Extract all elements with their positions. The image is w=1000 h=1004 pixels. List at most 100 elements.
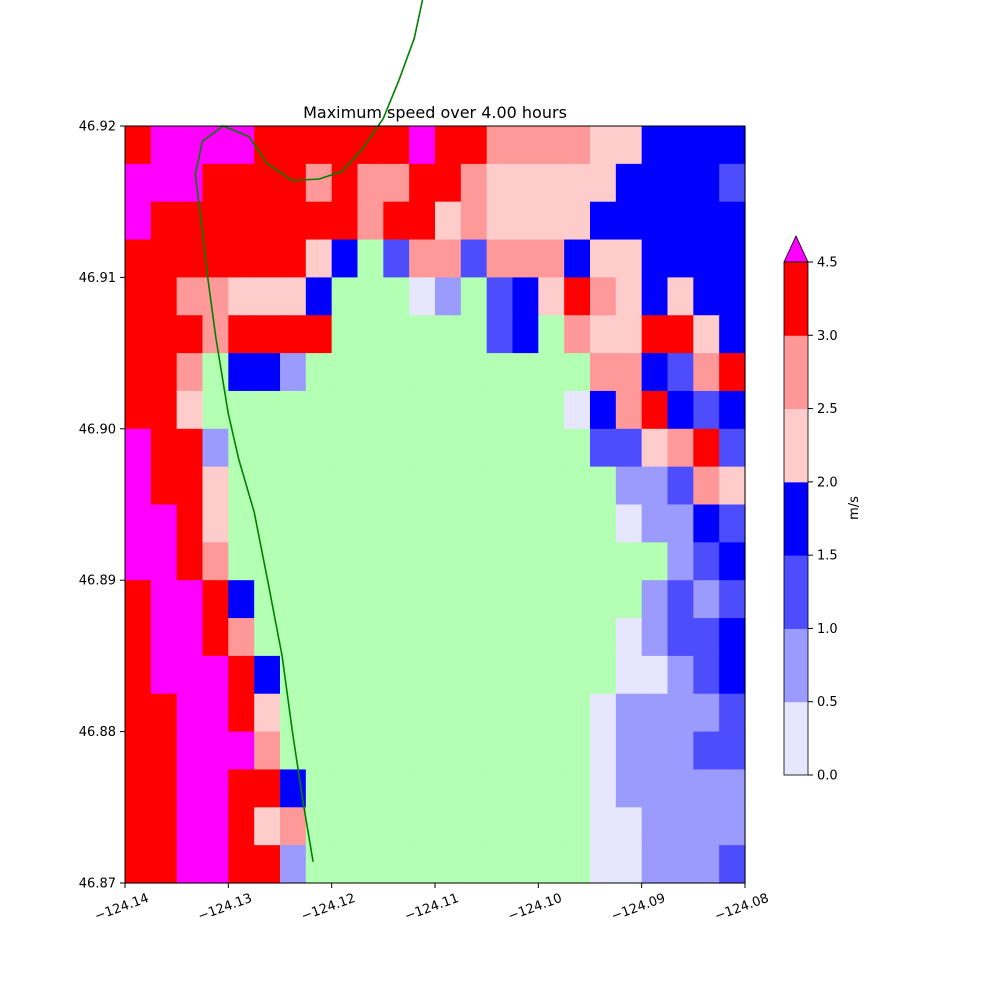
heatmap-cell [460,542,488,581]
heatmap-cell [228,315,255,354]
heatmap-cell [150,163,178,203]
heatmap-cell [150,277,178,316]
heatmap-cell [305,277,333,316]
heatmap-cell [564,390,591,430]
heatmap-cell [280,277,307,316]
heatmap-cell [460,769,488,808]
heatmap-cell [590,315,617,354]
heatmap-cell [254,693,281,733]
heatmap-cell [590,845,617,884]
heatmap-cell [719,769,746,808]
heatmap-cell [435,239,462,278]
heatmap-cell [641,504,669,543]
heatmap-cell [590,542,617,581]
heatmap-cell [486,731,514,771]
heatmap-cell [460,428,488,468]
heatmap-cell [409,580,436,619]
heatmap-cell [486,428,514,468]
heatmap-cell [357,163,384,203]
heatmap-cell [512,504,539,543]
heatmap-cell [564,580,591,619]
heatmap-cell [693,845,720,884]
heatmap-cell [383,390,410,430]
heatmap-cell [150,618,178,657]
heatmap-cell [460,731,488,771]
heatmap-cell [383,693,410,733]
heatmap-cell [331,693,359,733]
heatmap-cell [176,428,204,468]
heatmap-cell [590,466,617,506]
heatmap-cell [331,163,359,203]
heatmap-cell [331,769,359,808]
heatmap-cell [590,390,617,430]
heatmap-cell [590,807,617,846]
heatmap-cell [125,163,152,203]
heatmap-cell [125,315,152,354]
heatmap-cell [693,542,720,581]
heatmap-cell [460,504,488,543]
heatmap-cell [176,353,204,392]
heatmap-cell [125,390,152,430]
heatmap-cell [176,542,204,581]
heatmap-cell [254,126,281,165]
colorbar-segments [784,262,808,776]
heatmap-cell [486,769,514,808]
heatmap-cell [590,504,617,543]
heatmap-cell [641,769,669,808]
heatmap-cell [538,693,565,733]
heatmap-cell [435,126,462,165]
colorbar-tick-label: 2.5 [817,402,838,417]
heatmap-cell [564,315,591,354]
heatmap-cell [305,466,333,506]
heatmap-cell [564,239,591,278]
heatmap-cell [615,428,643,468]
heatmap-cell [176,201,204,241]
heatmap-cell [512,618,539,657]
colorbar-segment [784,628,808,703]
heatmap-cell [719,277,746,316]
heatmap-cell [228,845,255,884]
heatmap-cell [254,315,281,354]
y-tick-label: 46.91 [79,271,116,286]
heatmap-cell [512,390,539,430]
y-tick-label: 46.92 [79,120,116,135]
colorbar-segment [784,701,808,776]
heatmap-cell [254,655,281,695]
heatmap-cell [383,504,410,543]
heatmap-cell [357,353,384,392]
heatmap-cell [693,769,720,808]
heatmap-cell [331,655,359,695]
heatmap-cell [486,504,514,543]
heatmap-cell [357,731,384,771]
heatmap-cell [305,201,333,241]
heatmap-cell [383,845,410,884]
heatmap-cell [538,353,565,392]
heatmap-cell [460,126,488,165]
colorbar-segment [784,262,808,336]
heatmap-cell [719,807,746,846]
heatmap-cell [641,466,669,506]
heatmap-cell [280,390,307,430]
heatmap-cell [719,845,746,884]
heatmap-cell [667,277,694,316]
heatmap-cell [383,428,410,468]
heatmap-cell [641,239,669,278]
heatmap-cell [254,239,281,278]
heatmap-cell [615,731,643,771]
heatmap-cell [228,580,255,619]
heatmap-cell [486,353,514,392]
heatmap-cell [564,655,591,695]
heatmap-cell [383,655,410,695]
heatmap-cell [331,428,359,468]
x-tick-label: −124.08 [713,891,771,924]
heatmap-cell [590,353,617,392]
heatmap-cell [615,201,643,241]
heatmap-cell [305,390,333,430]
heatmap-cell [228,201,255,241]
heatmap-cell [357,277,384,316]
heatmap-cell [331,315,359,354]
heatmap-cell [280,201,307,241]
heatmap-cell [641,731,669,771]
heatmap-cell [486,239,514,278]
heatmap-cell [280,807,307,846]
